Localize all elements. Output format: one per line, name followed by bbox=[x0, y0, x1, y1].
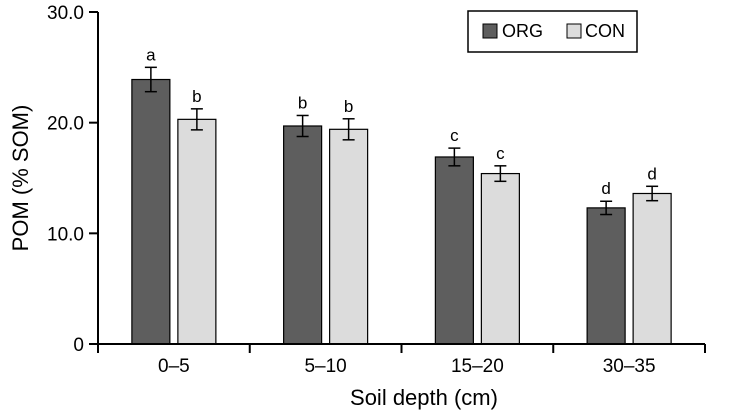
x-ticks: 0–5 5–10 15–20 30–35 bbox=[97, 344, 706, 377]
x-tick-label: 30–35 bbox=[603, 356, 656, 377]
x-tick-label: 5–10 bbox=[304, 356, 346, 377]
significance-letter: b bbox=[344, 97, 353, 116]
x-tick-label: 15–20 bbox=[451, 356, 504, 377]
x-tick-label: 0–5 bbox=[158, 356, 190, 377]
significance-letter: c bbox=[450, 126, 459, 145]
bar-con bbox=[632, 192, 672, 345]
bar-org bbox=[131, 78, 171, 345]
y-tick-label: 0 bbox=[73, 335, 84, 356]
legend: ORG CON bbox=[467, 10, 638, 53]
bar-org bbox=[434, 156, 474, 345]
y-tick-label: 30.0 bbox=[47, 3, 84, 24]
y-tick-label: 20.0 bbox=[47, 114, 84, 135]
bar-con bbox=[329, 128, 369, 345]
significance-letter: c bbox=[496, 144, 505, 163]
significance-letter: b bbox=[192, 87, 201, 106]
legend-label-org: ORG bbox=[502, 21, 543, 41]
significance-letter: a bbox=[146, 45, 156, 64]
legend-swatch-org bbox=[482, 23, 498, 39]
significance-letter: b bbox=[298, 93, 307, 112]
legend-label-con: CON bbox=[585, 21, 625, 41]
significance-letter: d bbox=[601, 179, 610, 198]
bars-layer: a b b b c c d d bbox=[131, 45, 672, 345]
bar-org bbox=[283, 125, 323, 345]
y-tick-label: 10.0 bbox=[47, 224, 84, 245]
legend-swatch-con bbox=[566, 23, 582, 39]
bar-con bbox=[177, 118, 217, 345]
bar-org bbox=[586, 207, 626, 345]
significance-letter: d bbox=[647, 164, 656, 183]
y-ticks: 0 10.0 20.0 30.0 bbox=[47, 3, 98, 356]
x-axis-title: Soil depth (cm) bbox=[350, 385, 498, 410]
bar-con bbox=[480, 172, 520, 345]
y-axis-title: POM (% SOM) bbox=[8, 105, 33, 252]
